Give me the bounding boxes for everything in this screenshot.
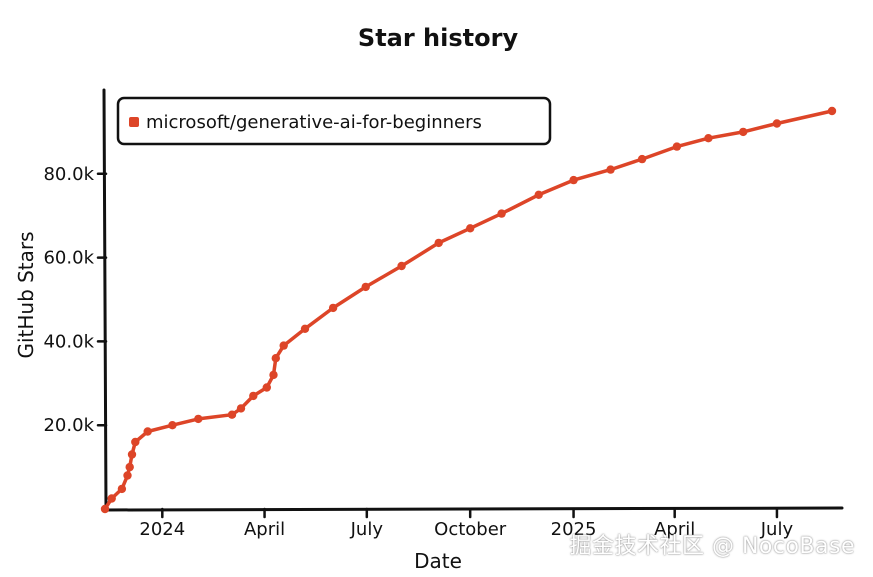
data-point xyxy=(125,462,134,472)
data-point xyxy=(227,410,237,419)
legend-swatch xyxy=(129,117,139,127)
y-tick-label: 20.0k xyxy=(43,415,94,436)
data-point xyxy=(534,190,543,199)
x-axis-label: Date xyxy=(414,549,462,573)
data-point xyxy=(123,471,132,480)
x-axis-ticks: 2024 April July October 2025 April July xyxy=(139,507,794,540)
data-point xyxy=(397,261,406,271)
x-tick-label: October xyxy=(434,519,507,540)
x-tick-label: April xyxy=(244,519,285,540)
data-point xyxy=(131,437,140,447)
data-point xyxy=(569,175,578,185)
x-tick-label: 2024 xyxy=(139,519,185,540)
y-axis-ticks: 20.0k 40.0k 60.0k 80.0k xyxy=(43,164,108,436)
data-point xyxy=(236,404,246,413)
watermark: 掘金技术社区 @ NocoBase xyxy=(569,534,855,559)
legend-series-label: microsoft/generative-ai-for-beginners xyxy=(146,112,482,133)
chart-title: Star history xyxy=(358,24,519,52)
data-point xyxy=(497,209,506,218)
data-point xyxy=(107,494,116,503)
data-point xyxy=(672,142,682,151)
data-point xyxy=(328,303,338,313)
y-axis-label: GitHub Stars xyxy=(14,231,38,358)
data-point xyxy=(739,127,748,137)
data-point xyxy=(194,414,203,424)
legend-box xyxy=(116,96,552,146)
series-line xyxy=(103,109,834,511)
series-layer xyxy=(100,106,837,514)
legend: microsoft/generative-ai-for-beginners xyxy=(116,96,552,146)
data-point xyxy=(637,154,647,164)
data-point xyxy=(271,354,280,363)
data-point xyxy=(117,484,127,494)
x-tick-label: 2025 xyxy=(551,519,597,540)
data-point xyxy=(704,134,713,143)
x-tick-label: July xyxy=(760,519,794,540)
data-point xyxy=(262,383,271,392)
data-point xyxy=(606,165,615,174)
data-point xyxy=(772,119,782,128)
data-point xyxy=(466,224,475,233)
data-point xyxy=(269,370,278,380)
data-point xyxy=(300,324,310,333)
data-point xyxy=(279,341,288,350)
data-point xyxy=(168,421,177,430)
x-axis-line xyxy=(102,506,844,512)
y-axis-line xyxy=(102,88,108,512)
y-tick-label: 60.0k xyxy=(43,248,94,269)
x-tick-label: April xyxy=(654,519,695,540)
data-point xyxy=(434,238,443,248)
data-point xyxy=(100,504,110,514)
data-point xyxy=(361,282,370,292)
data-point xyxy=(827,106,837,116)
data-point xyxy=(127,450,137,459)
x-tick-label: July xyxy=(350,519,384,540)
y-tick-label: 40.0k xyxy=(43,331,94,352)
data-point xyxy=(143,427,152,436)
y-tick-label: 80.0k xyxy=(43,164,94,185)
data-point xyxy=(249,391,258,401)
